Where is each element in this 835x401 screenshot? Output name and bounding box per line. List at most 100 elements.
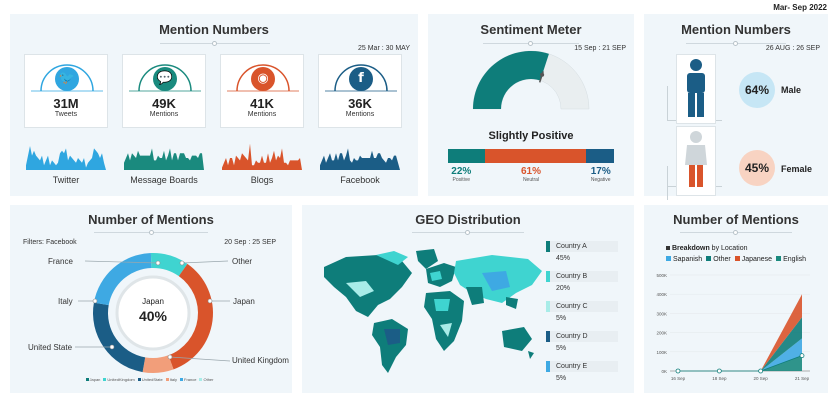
legend-item: Other	[706, 256, 731, 263]
sentiment-label: 22% Positive	[451, 166, 472, 183]
data-point[interactable]	[675, 368, 681, 374]
panel-title: Mention Numbers	[681, 22, 791, 37]
arc-decoration	[227, 64, 299, 92]
donut-segment[interactable]	[153, 253, 188, 277]
panel-title: Sentiment Meter	[480, 22, 582, 37]
africa-shape	[424, 291, 464, 351]
australia-shape	[502, 327, 532, 351]
label-united-kingdom: United Kingdom	[232, 356, 289, 365]
label-united-state: United State	[28, 343, 73, 352]
male-person-icon	[687, 59, 705, 117]
gauge-fill	[473, 51, 549, 109]
breakdown-chart: 0K 100K 200K 300K 400K 500K 16 Sep 18 Sep 20 Sep…	[656, 273, 810, 381]
sentiment-label: 17% Negative	[590, 166, 611, 183]
data-point[interactable]	[758, 368, 764, 374]
panel-title: Number of Mentions	[673, 212, 799, 227]
source-caption: Facebook	[340, 175, 380, 185]
panel-title: Number of Mentions	[88, 212, 214, 227]
y-tick-label: 100K	[656, 350, 667, 355]
geo-legend-item[interactable]: Country B 20%	[546, 271, 618, 292]
donut-segment[interactable]	[93, 253, 152, 306]
legend-item: Sapanish	[666, 256, 702, 263]
sparkline	[26, 146, 106, 170]
source-caption: Message Boards	[130, 175, 198, 185]
y-tick-label: 300K	[656, 311, 667, 316]
donut-segment[interactable]	[150, 253, 153, 269]
date-range: 15 Sep : 21 SEP	[574, 45, 626, 52]
donut-legend: Japan UnitedKingdom UnitedState Italy France…	[10, 377, 292, 382]
speech-bubble-icon: 💬	[153, 67, 177, 91]
y-tick-label: 500K	[656, 273, 667, 278]
geo-legend-item[interactable]: Country E 5%	[546, 361, 618, 382]
legend-item: Italy	[165, 377, 177, 382]
sentiment-bar	[448, 149, 614, 163]
mention-label: Mentions	[247, 111, 277, 118]
arc-decoration	[325, 64, 397, 92]
date-range: 25 Mar : 30 MAY	[357, 45, 410, 52]
south-america-shape	[372, 319, 408, 373]
mention-card[interactable]: 💬 49K Mentions	[122, 54, 206, 128]
male-label: Male	[781, 85, 802, 95]
mention-value: 31M	[53, 96, 79, 111]
donut-segment[interactable]	[168, 263, 214, 370]
panel-title: Mention Numbers	[159, 22, 269, 37]
arc-decoration	[31, 64, 103, 92]
mention-label: Mentions	[345, 111, 375, 118]
filters-label: Filters: Facebook	[23, 239, 77, 246]
source-caption: Twitter	[52, 175, 80, 185]
mention-value: 49K	[152, 96, 176, 111]
mention-card[interactable]: 🐦 31M Tweets	[24, 54, 108, 128]
y-tick-label: 0K	[661, 369, 667, 374]
x-tick-label: 18 Sep	[712, 376, 727, 381]
label-italy: Italy	[58, 297, 73, 306]
mention-label: Tweets	[54, 111, 78, 118]
legend-item: Other	[199, 377, 213, 382]
twitter-icon: 🐦	[55, 67, 79, 91]
mention-value: 41K	[250, 96, 274, 111]
facebook-icon: f	[349, 67, 373, 91]
legend-item: France	[180, 377, 196, 382]
sentiment-label: 61% Neutral	[520, 166, 541, 183]
sentiment-segment	[484, 149, 586, 163]
sentiment-segment	[585, 149, 614, 163]
breakdown-subtitle: Breakdown by Location	[666, 245, 747, 252]
date-range: 20 Sep : 25 SEP	[224, 239, 276, 246]
arc-decoration	[129, 64, 201, 92]
legend-item: UnitedState	[137, 377, 163, 382]
legend-item: English	[776, 256, 806, 263]
male-pct-circle: 64%	[739, 72, 775, 108]
period-label: Mar- Sep 2022	[773, 3, 827, 12]
donut-panel: Number of Mentions Filters: Facebook 20 …	[10, 205, 292, 393]
breakdown-legend: Sapanish Other Japanese English	[666, 256, 810, 263]
donut-segment[interactable]	[142, 355, 174, 373]
data-point[interactable]	[799, 353, 805, 359]
geo-panel: GEO Distribution Country A 45% Country B 20…	[302, 205, 634, 393]
label-other: Other	[232, 257, 253, 266]
mention-value: 36K	[348, 96, 372, 111]
mention-card[interactable]: ◉ 41K Mentions	[220, 54, 304, 128]
geo-legend-item[interactable]: Country D 5%	[546, 331, 618, 352]
series-line	[678, 355, 803, 372]
x-tick-label: 20 Sep	[754, 376, 769, 381]
female-pct-circle: 45%	[739, 150, 775, 186]
y-tick-label: 400K	[656, 292, 667, 297]
sentiment-panel: Sentiment Meter 15 Sep : 21 SEP Slightly…	[428, 14, 634, 196]
mention-numbers-panel: Mention Numbers 25 Mar : 30 MAY 🐦 31M Tw…	[10, 14, 418, 196]
donut-segment[interactable]	[93, 302, 146, 373]
legend-item: Japanese	[734, 256, 772, 263]
sentiment-segment	[448, 149, 485, 163]
label-france: France	[48, 257, 73, 266]
gender-panel: Mention Numbers 26 AUG : 26 SEP 64% Male…	[644, 14, 828, 200]
sentiment-status: Slightly Positive	[488, 130, 574, 142]
geo-legend-item[interactable]: Country C 5%	[546, 301, 618, 322]
x-tick-label: 21 Sep	[795, 376, 810, 381]
sparkline	[124, 148, 204, 170]
donut-chart	[75, 253, 231, 373]
geo-legend-item[interactable]: Country A 45%	[546, 241, 618, 262]
label-japan: Japan	[233, 297, 255, 306]
world-map	[324, 249, 542, 373]
data-point[interactable]	[716, 368, 722, 374]
x-tick-label: 16 Sep	[671, 376, 686, 381]
donut-center-value: 40%	[138, 308, 168, 324]
mention-card[interactable]: f 36K Mentions	[318, 54, 402, 128]
